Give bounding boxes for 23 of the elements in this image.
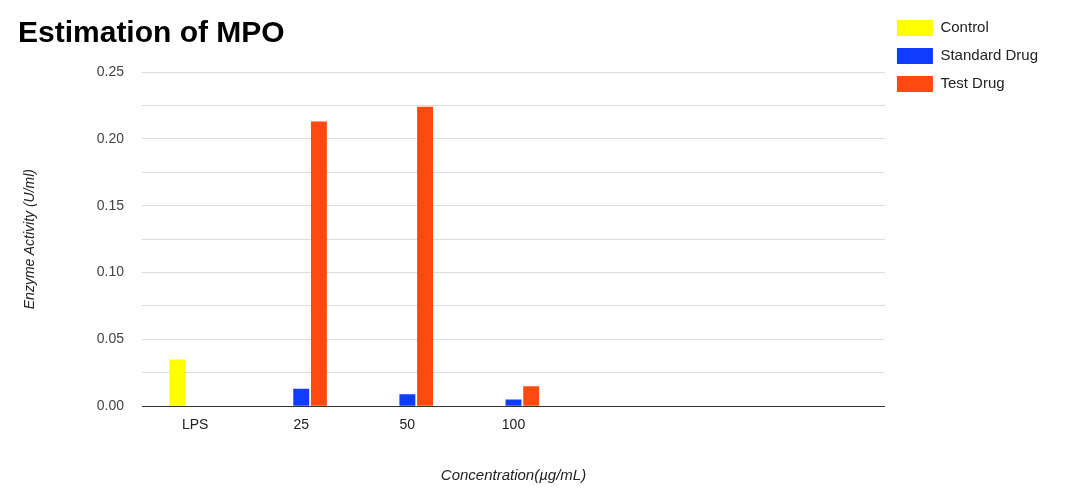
x-axis-title: Concentration(µg/mL) (440, 466, 587, 484)
x-tick-label: 100 (501, 416, 526, 433)
x-tick-label: LPS (181, 416, 209, 433)
y-tick-label: 0.15 (96, 196, 125, 213)
y-tick-label: 0.00 (96, 397, 125, 414)
bar (505, 399, 522, 406)
y-tick-label: 0.20 (96, 129, 125, 146)
bar (523, 386, 540, 406)
bar (169, 359, 186, 406)
bar (293, 388, 310, 406)
y-tick-label: 0.10 (96, 263, 125, 280)
chart-title: Estimation of MPO (18, 15, 285, 49)
legend-label: Standard Drug (940, 46, 1038, 64)
bar (399, 394, 416, 406)
bar (417, 106, 434, 406)
y-axis-title: Enzyme Activity (U/ml) (21, 168, 38, 310)
legend-label: Control (940, 18, 989, 36)
legend-label: Test Drug (940, 74, 1005, 92)
y-tick-label: 0.05 (96, 330, 125, 347)
y-tick-label: 0.25 (96, 62, 125, 79)
x-tick-label: 25 (293, 416, 310, 433)
x-tick-label: 50 (399, 416, 416, 433)
bar (310, 121, 327, 406)
